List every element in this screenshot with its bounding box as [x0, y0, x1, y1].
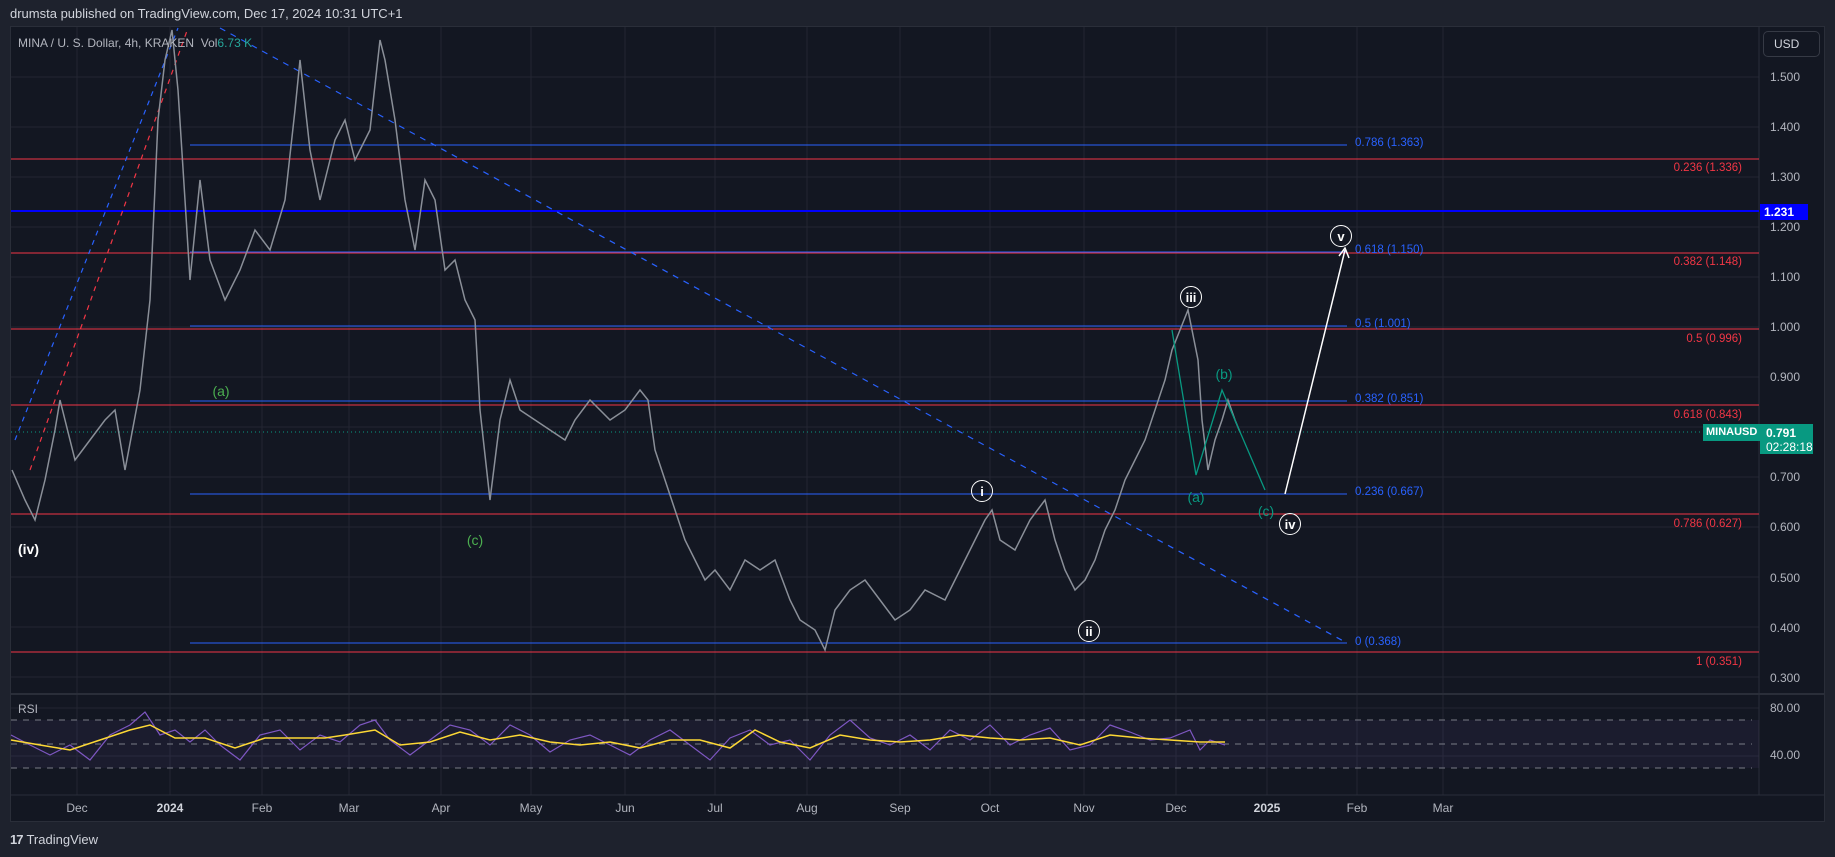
time-tick: 2025: [1253, 801, 1281, 815]
fib-label-red: 0.618 (0.843): [1673, 409, 1742, 421]
wave-label-b: (b): [1215, 366, 1233, 382]
tradingview-logo-icon: 17: [10, 832, 24, 847]
rsi-tick: 40.00: [1770, 748, 1801, 762]
price-tick: 0.900: [1770, 370, 1801, 384]
wave-abc-projection[interactable]: [1171, 329, 1266, 491]
wave-label-iv: iv: [1279, 513, 1301, 535]
fib-label-blue: 0.382 (0.851): [1355, 393, 1424, 405]
fib-label-blue: 0.786 (1.363): [1355, 137, 1424, 149]
price-tick: 1.000: [1770, 320, 1801, 334]
rsi-tick: 80.00: [1770, 701, 1801, 715]
price-tick: 0.300: [1770, 671, 1801, 685]
time-tick: Oct: [980, 801, 1000, 815]
price-tick: 0.700: [1770, 470, 1801, 484]
fib-label-red: 0.236 (1.336): [1673, 162, 1742, 174]
wave-label-iv-paren: (iv): [18, 541, 39, 557]
price-tick: 0.500: [1770, 571, 1801, 585]
trendline-red-rising[interactable]: [29, 27, 189, 471]
price-tick: 0.600: [1770, 520, 1801, 534]
symbol-title: MINA / U. S. Dollar, 4h, KRAKEN: [18, 36, 195, 50]
tradingview-logo-text: TradingView: [26, 832, 99, 847]
time-tick: Sep: [889, 801, 911, 815]
time-tick: Aug: [796, 801, 818, 815]
fib-label-blue: 0.236 (0.667): [1355, 486, 1424, 498]
time-tick: 2024: [156, 801, 184, 815]
symbol-legend[interactable]: MINA / U. S. Dollar, 4h, KRAKEN Vol6.73 …: [18, 36, 252, 50]
fib-label-red: 1 (0.351): [1695, 656, 1742, 668]
trendline-blue-rising[interactable]: [14, 27, 179, 441]
rsi-pane-label[interactable]: RSI: [18, 702, 39, 716]
wave-label-a-left: (a): [212, 383, 230, 399]
time-tick: Nov: [1073, 801, 1095, 815]
time-tick: May: [519, 801, 543, 815]
time-tick: Feb: [251, 801, 273, 815]
wave-label-c-left: (c): [466, 532, 484, 548]
fib-label-blue: 0.5 (1.001): [1355, 318, 1411, 330]
price-series: [11, 29, 1241, 653]
trendline-blue-falling[interactable]: [219, 27, 1348, 644]
price-tick: 1.400: [1770, 120, 1801, 134]
time-tick: Mar: [338, 801, 360, 815]
vol-label: Vol: [200, 36, 218, 50]
wave-label-i: i: [971, 480, 993, 502]
horizontal-line-price-tag: 1.231: [1760, 204, 1808, 220]
wave-label-iii: iii: [1180, 286, 1202, 308]
price-tick: 1.100: [1770, 270, 1801, 284]
time-tick: Jul: [707, 801, 723, 815]
time-tick: Mar: [1432, 801, 1454, 815]
fib-blue-lines[interactable]: [190, 144, 1347, 644]
symbol-price-tag: MINAUSD: [1703, 424, 1761, 441]
wave-label-ii: ii: [1078, 620, 1100, 642]
price-tick: 1.500: [1770, 70, 1801, 84]
wave-label-v: v: [1330, 225, 1352, 247]
price-tick: 1.300: [1770, 170, 1801, 184]
bar-countdown: 02:28:18: [1766, 440, 1813, 454]
current-price: 0.791: [1766, 426, 1797, 440]
currency-button[interactable]: USD: [1763, 31, 1820, 57]
rsi-line: [10, 711, 1226, 761]
fib-label-red: 0.5 (0.996): [1686, 333, 1742, 345]
time-tick: Dec: [66, 801, 88, 815]
price-tick: 0.400: [1770, 621, 1801, 635]
time-tick: Apr: [431, 801, 451, 815]
rsi-ma-line: [10, 724, 1225, 751]
wave-label-c-right: (c): [1257, 503, 1275, 519]
fib-label-red: 0.786 (0.627): [1673, 518, 1742, 530]
fib-label-red: 0.382 (1.148): [1673, 256, 1742, 268]
tradingview-logo[interactable]: 17 TradingView: [10, 832, 98, 847]
vol-value: 6.73 K: [217, 36, 253, 50]
time-tick: Jun: [615, 801, 635, 815]
wave-label-a-right: (a): [1187, 489, 1205, 505]
fib-label-blue: 0.618 (1.150): [1355, 244, 1424, 256]
grid-lines: [11, 27, 1759, 795]
wave-v-arrow[interactable]: [1284, 249, 1346, 495]
time-tick: Feb: [1346, 801, 1368, 815]
fib-label-blue: 0 (0.368): [1355, 636, 1402, 648]
current-price-tag: 0.791 02:28:18: [1760, 424, 1813, 454]
time-tick: Dec: [1165, 801, 1187, 815]
fib-red-lines[interactable]: [11, 158, 1759, 653]
price-tick: 1.200: [1770, 220, 1801, 234]
publish-info: drumsta published on TradingView.com, De…: [10, 6, 403, 21]
